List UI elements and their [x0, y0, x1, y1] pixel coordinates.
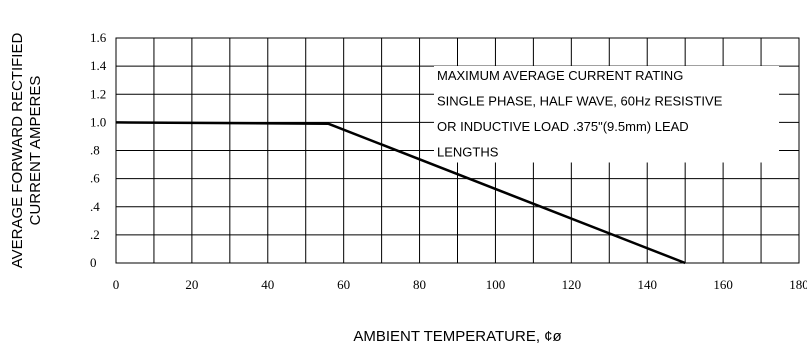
x-tick-label: 180	[789, 277, 807, 292]
annotation-line: LENGTHS	[437, 145, 499, 160]
x-tick-label: 80	[413, 277, 426, 292]
annotation-line: SINGLE PHASE, HALF WAVE, 60Hz RESISTIVE	[437, 94, 723, 109]
y-tick-label: .2	[90, 227, 100, 242]
y-tick-label: 0	[90, 255, 97, 270]
y-axis-title-line: CURRENT AMPERES	[27, 76, 44, 226]
x-tick-label: 100	[486, 277, 506, 292]
annotation: MAXIMUM AVERAGE CURRENT RATING SINGLE PHA…	[437, 68, 723, 160]
annotation-background	[434, 66, 779, 163]
y-tick-label: 1.2	[90, 86, 106, 101]
y-tick-label: .8	[90, 143, 100, 158]
series-line	[115, 121, 686, 265]
x-tick-labels: 0 20 40 60 80 100 120 140 160 180	[113, 277, 807, 292]
x-tick-label: 0	[113, 277, 120, 292]
y-axis-title-line: AVERAGE FORWARD RECTIFIED	[9, 33, 26, 269]
plot-frame	[115, 37, 800, 264]
x-tick-label: 120	[562, 277, 582, 292]
y-tick-label: 1.4	[90, 58, 107, 73]
y-tick-label: 1.6	[90, 30, 107, 45]
annotation-line: MAXIMUM AVERAGE CURRENT RATING	[437, 68, 683, 83]
y-tick-label: .6	[90, 171, 100, 186]
x-tick-label: 160	[713, 277, 733, 292]
annotation-line: OR INDUCTIVE LOAD .375"(9.5mm) LEAD	[437, 119, 689, 134]
y-axis-title: AVERAGE FORWARD RECTIFIED CURRENT AMPERES	[9, 33, 44, 269]
x-tick-label: 40	[261, 277, 274, 292]
y-tick-labels: 0 .2 .4 .6 .8 1.0 1.2 1.4 1.6	[90, 30, 107, 270]
series-group	[115, 121, 686, 265]
x-axis-title: AMBIENT TEMPERATURE, ¢ø	[353, 328, 561, 345]
y-tick-label: .4	[90, 199, 100, 214]
x-tick-label: 60	[337, 277, 350, 292]
x-tick-label: 140	[637, 277, 657, 292]
x-tick-label: 20	[185, 277, 198, 292]
y-tick-label: 1.0	[90, 114, 106, 129]
